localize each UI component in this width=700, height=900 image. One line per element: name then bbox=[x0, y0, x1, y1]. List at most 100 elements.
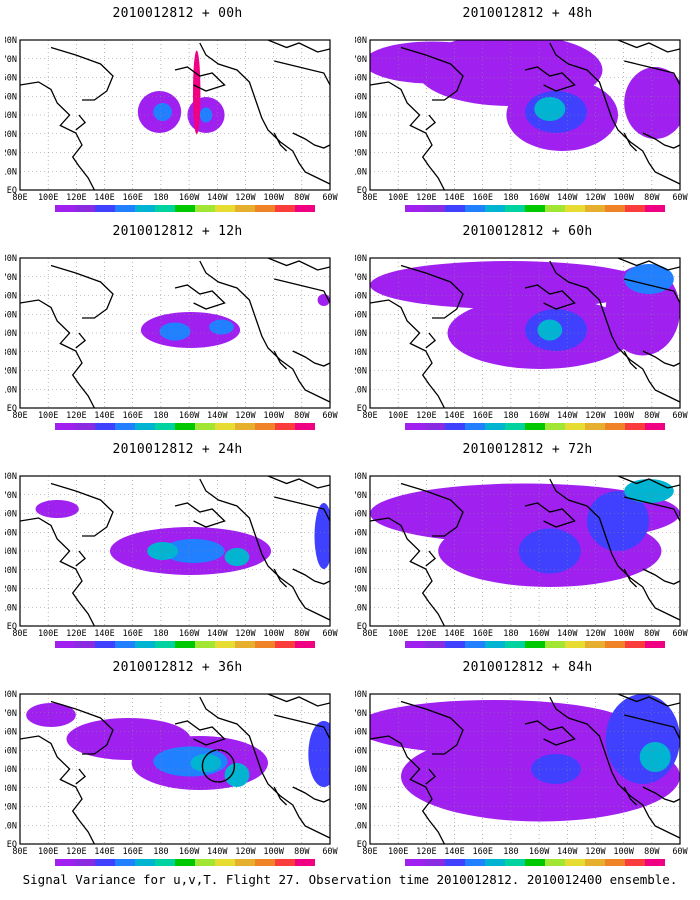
colorbar-swatch bbox=[175, 205, 195, 212]
lat-tick-label: 60N bbox=[355, 292, 367, 302]
colorbar-swatch bbox=[485, 641, 505, 648]
lon-tick-label: 60W bbox=[322, 411, 338, 421]
lat-tick-label: 10N bbox=[355, 603, 367, 613]
lat-tick-label: EQ bbox=[7, 404, 17, 414]
colorbar-swatch bbox=[505, 641, 525, 648]
coastline bbox=[624, 496, 680, 522]
lat-tick-label: EQ bbox=[357, 186, 367, 196]
lon-tick-label: 180 bbox=[153, 847, 168, 857]
coastline bbox=[267, 258, 330, 271]
lon-tick-label: 120E bbox=[416, 193, 436, 203]
lat-tick-label: 40N bbox=[355, 329, 367, 339]
variance-shading bbox=[224, 763, 250, 787]
map-area bbox=[20, 476, 330, 626]
lat-tick-label: 30N bbox=[5, 784, 17, 794]
variance-shading bbox=[624, 67, 680, 139]
coastline bbox=[199, 696, 330, 839]
coastline bbox=[199, 260, 330, 403]
colorbar-swatch bbox=[405, 423, 425, 430]
lat-tick-label: 80N bbox=[5, 36, 17, 46]
lon-tick-label: 80E bbox=[12, 629, 27, 639]
coastline bbox=[199, 42, 330, 185]
coastline bbox=[50, 700, 114, 755]
lat-tick-label: 50N bbox=[5, 746, 17, 756]
map-area bbox=[370, 476, 680, 626]
lon-tick-label: 120W bbox=[585, 193, 606, 203]
coastline bbox=[292, 350, 330, 367]
colorbar-swatch bbox=[585, 423, 605, 430]
lon-tick-label: 60W bbox=[672, 629, 688, 639]
lon-tick-label: 80W bbox=[644, 847, 660, 857]
coastline bbox=[267, 694, 330, 707]
coastline bbox=[400, 264, 464, 319]
colorbar-swatch bbox=[445, 423, 465, 430]
colorbar-swatch bbox=[565, 205, 585, 212]
coastline bbox=[50, 482, 114, 537]
colorbar-swatch bbox=[485, 859, 505, 866]
colorbar: 1.62.23.145.16.37.591114212940 bbox=[55, 423, 315, 430]
coastline bbox=[20, 81, 95, 190]
colorbar-swatch bbox=[235, 205, 255, 212]
colorbar-swatch bbox=[485, 205, 505, 212]
lon-tick-label: 160E bbox=[472, 847, 492, 857]
figure-caption: Signal Variance for u,v,T. Flight 27. Ob… bbox=[22, 872, 678, 887]
lat-tick-label: 30N bbox=[355, 784, 367, 794]
coastline bbox=[642, 568, 680, 585]
colorbar-swatch bbox=[55, 423, 75, 430]
colorbar-swatch bbox=[585, 859, 605, 866]
variance-shading bbox=[190, 754, 222, 772]
lat-tick-label: EQ bbox=[357, 622, 367, 632]
map-area bbox=[20, 258, 330, 408]
colorbar-swatch bbox=[565, 423, 585, 430]
colorbar-swatch bbox=[275, 205, 295, 212]
colorbar: 1.62.23.145.16.37.591114212940 bbox=[55, 859, 315, 866]
lon-tick-label: 160W bbox=[529, 847, 550, 857]
lat-tick-label: 20N bbox=[355, 803, 367, 813]
lon-tick-label: 100E bbox=[388, 629, 408, 639]
colorbar-swatch bbox=[195, 205, 215, 212]
coastline bbox=[267, 40, 330, 53]
colorbar-swatch bbox=[275, 423, 295, 430]
lon-tick-label: 60W bbox=[672, 847, 688, 857]
colorbar-swatch bbox=[605, 641, 625, 648]
lon-tick-label: 160W bbox=[529, 629, 550, 639]
lat-tick-label: EQ bbox=[7, 840, 17, 850]
lon-tick-label: 120W bbox=[585, 629, 606, 639]
colorbar-swatch bbox=[75, 859, 95, 866]
coastline bbox=[273, 132, 288, 152]
colorbar-swatch bbox=[115, 641, 135, 648]
coastline bbox=[549, 42, 680, 185]
panel-title: 2010012812 + 00h bbox=[112, 6, 243, 21]
colorbar-swatch bbox=[215, 641, 235, 648]
coastline bbox=[370, 299, 445, 408]
colorbar-swatch bbox=[545, 423, 565, 430]
lat-tick-label: 10N bbox=[355, 385, 367, 395]
colorbar: 1.62.23.145.16.37.591114212940 bbox=[405, 205, 665, 212]
lon-tick-label: 100W bbox=[263, 411, 284, 421]
lat-tick-label: 20N bbox=[355, 585, 367, 595]
coastline bbox=[174, 502, 226, 528]
colorbar-swatch bbox=[295, 859, 315, 866]
coastline bbox=[50, 46, 114, 101]
lat-tick-label: 50N bbox=[5, 310, 17, 320]
lon-tick-label: 80E bbox=[362, 629, 377, 639]
coastline bbox=[174, 284, 226, 310]
lon-tick-label: 120W bbox=[235, 411, 256, 421]
lon-tick-label: 120W bbox=[235, 629, 256, 639]
coastline bbox=[75, 114, 87, 131]
map-panel-1: 2010012812 + 48h 80N 70N 60N 50N 40N 30N 20N 10… bbox=[355, 0, 700, 215]
lat-tick-label: 10N bbox=[5, 603, 17, 613]
lat-tick-label: 30N bbox=[5, 130, 17, 140]
colorbar-swatch bbox=[95, 205, 115, 212]
lon-tick-label: 100E bbox=[38, 847, 58, 857]
lon-tick-label: 160W bbox=[179, 629, 200, 639]
colorbar-swatch bbox=[235, 859, 255, 866]
lon-tick-label: 180 bbox=[503, 411, 518, 421]
colorbar-swatch bbox=[405, 205, 425, 212]
lon-tick-label: 80W bbox=[644, 193, 660, 203]
lat-tick-label: 30N bbox=[5, 566, 17, 576]
lat-tick-label: 70N bbox=[355, 55, 367, 65]
lon-tick-label: 120W bbox=[585, 411, 606, 421]
